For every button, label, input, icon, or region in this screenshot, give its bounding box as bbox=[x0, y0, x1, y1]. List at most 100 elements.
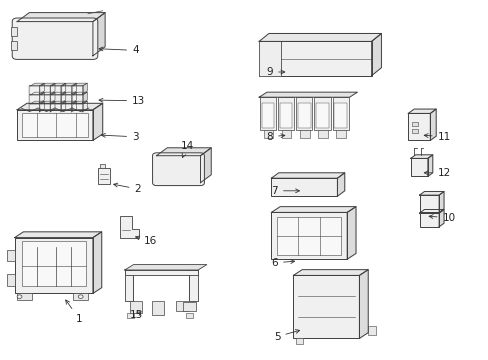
Text: 15: 15 bbox=[129, 310, 142, 320]
Polygon shape bbox=[120, 216, 139, 238]
Bar bbox=[296, 97, 312, 130]
Bar bbox=[73, 293, 88, 300]
Polygon shape bbox=[271, 207, 355, 212]
Polygon shape bbox=[50, 92, 55, 103]
Polygon shape bbox=[93, 13, 105, 56]
Bar bbox=[334, 103, 346, 128]
Bar bbox=[277, 217, 341, 255]
FancyBboxPatch shape bbox=[61, 85, 72, 95]
Bar bbox=[264, 130, 273, 138]
Polygon shape bbox=[17, 13, 105, 22]
FancyBboxPatch shape bbox=[51, 85, 61, 95]
Polygon shape bbox=[61, 92, 65, 103]
Circle shape bbox=[17, 295, 22, 298]
Bar bbox=[7, 274, 15, 286]
Text: 8: 8 bbox=[266, 132, 284, 142]
Text: 2: 2 bbox=[113, 183, 141, 194]
Text: 3: 3 bbox=[102, 132, 139, 142]
Bar bbox=[22, 241, 85, 286]
Text: 9: 9 bbox=[266, 67, 284, 77]
Polygon shape bbox=[407, 109, 435, 113]
Bar bbox=[11, 27, 17, 36]
Bar bbox=[124, 270, 133, 301]
Bar bbox=[295, 338, 303, 344]
Bar bbox=[271, 178, 337, 196]
Bar bbox=[316, 103, 328, 128]
FancyBboxPatch shape bbox=[40, 94, 51, 104]
Bar bbox=[17, 110, 93, 140]
Text: 5: 5 bbox=[273, 329, 299, 342]
Polygon shape bbox=[71, 92, 76, 103]
Polygon shape bbox=[93, 103, 102, 140]
Polygon shape bbox=[61, 101, 65, 112]
Polygon shape bbox=[71, 83, 76, 94]
Polygon shape bbox=[371, 33, 381, 76]
Polygon shape bbox=[438, 192, 443, 212]
Polygon shape bbox=[62, 101, 76, 104]
Polygon shape bbox=[259, 33, 381, 41]
Bar bbox=[314, 97, 330, 130]
Polygon shape bbox=[30, 83, 44, 86]
Bar bbox=[419, 213, 438, 227]
Bar bbox=[419, 195, 438, 212]
FancyBboxPatch shape bbox=[61, 94, 72, 104]
Bar bbox=[336, 130, 345, 138]
Bar bbox=[127, 313, 134, 318]
Text: 4: 4 bbox=[99, 45, 139, 55]
Bar bbox=[185, 313, 193, 318]
Polygon shape bbox=[17, 103, 102, 110]
Polygon shape bbox=[62, 83, 76, 86]
Polygon shape bbox=[410, 155, 432, 158]
Text: 1: 1 bbox=[65, 300, 82, 324]
Bar bbox=[176, 301, 188, 311]
FancyBboxPatch shape bbox=[72, 85, 83, 95]
Bar bbox=[98, 168, 110, 184]
Text: 13: 13 bbox=[99, 96, 145, 106]
Bar bbox=[278, 97, 294, 130]
Polygon shape bbox=[73, 83, 87, 86]
Polygon shape bbox=[41, 101, 55, 104]
Bar bbox=[411, 129, 417, 133]
Polygon shape bbox=[62, 92, 76, 95]
Polygon shape bbox=[200, 148, 211, 183]
Bar bbox=[17, 293, 32, 300]
Polygon shape bbox=[41, 92, 55, 95]
Bar bbox=[124, 270, 198, 275]
FancyBboxPatch shape bbox=[72, 103, 83, 113]
Bar bbox=[151, 301, 163, 315]
Bar bbox=[298, 103, 310, 128]
FancyBboxPatch shape bbox=[29, 103, 40, 113]
Polygon shape bbox=[52, 92, 65, 95]
Polygon shape bbox=[61, 83, 65, 94]
Polygon shape bbox=[41, 83, 55, 86]
Bar bbox=[11, 41, 17, 50]
Text: 14: 14 bbox=[181, 141, 194, 158]
Text: 10: 10 bbox=[428, 213, 455, 223]
Polygon shape bbox=[30, 92, 44, 95]
Polygon shape bbox=[50, 101, 55, 112]
Polygon shape bbox=[427, 155, 432, 176]
Polygon shape bbox=[52, 101, 65, 104]
Bar bbox=[189, 270, 198, 301]
Bar bbox=[183, 302, 195, 311]
Bar bbox=[280, 103, 292, 128]
Polygon shape bbox=[40, 92, 44, 103]
Polygon shape bbox=[419, 210, 443, 213]
Bar bbox=[262, 103, 274, 128]
Polygon shape bbox=[124, 265, 206, 270]
Polygon shape bbox=[71, 101, 76, 112]
Polygon shape bbox=[259, 92, 357, 97]
Polygon shape bbox=[346, 207, 355, 259]
Circle shape bbox=[78, 295, 83, 298]
Bar bbox=[410, 158, 427, 176]
Bar bbox=[259, 41, 371, 76]
Bar bbox=[129, 301, 142, 313]
Polygon shape bbox=[40, 101, 44, 112]
FancyBboxPatch shape bbox=[51, 94, 61, 104]
Bar bbox=[15, 238, 93, 293]
Polygon shape bbox=[419, 192, 443, 195]
FancyBboxPatch shape bbox=[40, 85, 51, 95]
Text: 12: 12 bbox=[424, 168, 450, 178]
FancyBboxPatch shape bbox=[51, 103, 61, 113]
Polygon shape bbox=[52, 83, 65, 86]
